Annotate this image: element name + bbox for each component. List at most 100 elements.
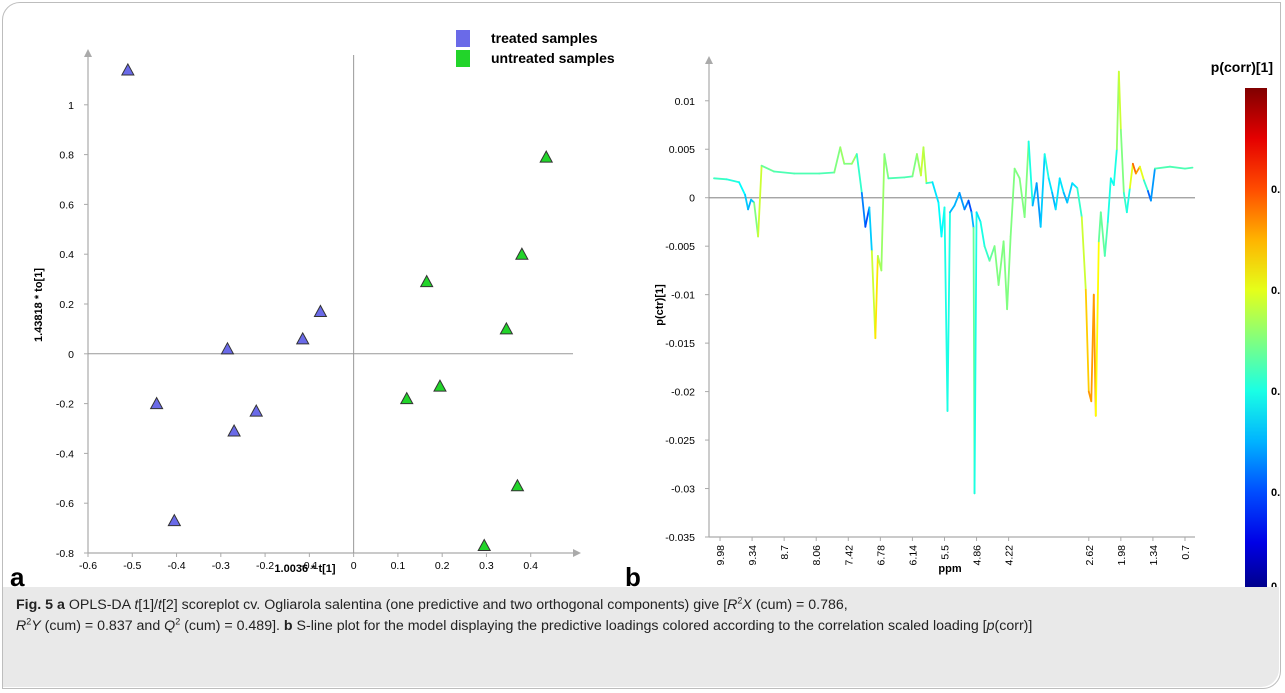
y-tick-label: -0.8 [56, 548, 74, 560]
data-point-marker [313, 304, 328, 317]
loading-line-segment [1027, 140, 1034, 207]
loading-line-segment [1142, 179, 1149, 192]
data-point-marker [539, 150, 554, 163]
loading-line-segment [760, 164, 776, 173]
x-tick-label: 8.7 [779, 545, 791, 560]
caption-text: 2 [737, 595, 743, 606]
loading-line-segment [1076, 187, 1083, 219]
loading-line-segment [1099, 211, 1106, 257]
y-tick-label: -0.02 [671, 387, 695, 399]
loading-line-segment [850, 153, 858, 165]
y-tick-label: 0.2 [59, 299, 74, 311]
loading-line-segment [1006, 235, 1012, 311]
loading-line-segment [993, 245, 1000, 286]
loading-line-segment [937, 201, 943, 238]
colorbar-tick-label: 0.4 [1271, 386, 1280, 398]
x-axis-arrow [573, 549, 581, 557]
x-tick-label: 4.86 [972, 545, 984, 566]
loading-line-segment [1106, 177, 1112, 223]
x-tick-label: 4.22 [1004, 545, 1016, 566]
loading-line-segment [874, 254, 879, 340]
loading-line-segment [818, 171, 836, 175]
y-tick-label: -0.015 [665, 338, 695, 350]
loading-line-segment [833, 146, 842, 174]
loading-line-segment [1009, 167, 1016, 238]
caption-a-label: a [57, 597, 65, 613]
loading-line-segment [970, 211, 975, 229]
loading-line-segment [973, 211, 978, 495]
colorbar-tick-label: 0 [1271, 581, 1277, 590]
x-tick-label: 7.42 [843, 545, 855, 566]
legend-swatch [456, 50, 470, 67]
caption-text: X [742, 597, 752, 613]
loading-line-segment [713, 177, 728, 181]
y-tick-label: 0 [68, 349, 74, 361]
y-axis-label: p(ctr)[1] [654, 284, 666, 326]
loading-line-segment [1051, 191, 1057, 211]
y-axis-arrow [705, 56, 713, 64]
x-tick-label: 0.2 [435, 560, 450, 572]
loading-line-segment [1103, 221, 1109, 257]
colorbar-tick-label: 0.2 [1271, 487, 1280, 499]
y-tick-label: 0.8 [59, 150, 74, 162]
x-tick-label: 0.4 [523, 560, 538, 572]
y-tick-label: -0.4 [56, 448, 74, 460]
data-point-marker [515, 247, 529, 260]
loading-line-segment [1062, 191, 1069, 204]
x-tick-label: 2.62 [1084, 545, 1096, 566]
loading-line-segment [1112, 148, 1118, 187]
loading-line-segment [1066, 182, 1074, 204]
caption-text: [2] scoreplot cv. Ogliarola salentina (o… [161, 597, 728, 613]
loading-line-segment [979, 221, 986, 248]
loading-line-segment [1071, 182, 1079, 189]
x-tick-label: -0.3 [212, 560, 230, 572]
loading-line-segment [870, 250, 877, 340]
loading-line-segment [903, 175, 914, 179]
loading-line-segment [1125, 187, 1131, 214]
data-point-marker [477, 538, 492, 552]
loading-line-segment [1150, 167, 1156, 202]
loading-line-segment [983, 245, 991, 262]
loading-line-segment [1013, 167, 1021, 180]
caption-text: (cum) = 0.837 and [40, 618, 165, 634]
y-tick-label: -0.2 [56, 399, 74, 411]
caption-text: Q [164, 618, 176, 634]
loading-line-segment [1018, 177, 1026, 219]
y-tick-label: -0.025 [665, 435, 695, 447]
x-tick-label: 0.1 [391, 560, 406, 572]
caption-text: R [16, 618, 27, 634]
loading-line-segment [1154, 165, 1171, 170]
loading-line-segment [1134, 165, 1141, 175]
x-tick-label: 0 [351, 560, 357, 572]
x-tick-label: -0.2 [256, 560, 274, 572]
loading-line-segment [883, 153, 890, 180]
loading-line-segment [1035, 182, 1042, 228]
legend-swatch [456, 30, 470, 47]
colorbar [1245, 88, 1267, 590]
loading-line-segment [887, 176, 906, 180]
colorbar-tick-label: 0.8 [1271, 184, 1280, 196]
figure-caption: Fig. 5 a OPLS-DA t[1]/t[2] scoreplot cv.… [16, 595, 1266, 637]
loading-line-segment [725, 178, 740, 184]
loading-line-segment [911, 153, 918, 178]
loading-line-segment [1094, 240, 1100, 417]
y-tick-label: 0.005 [669, 144, 695, 156]
loading-line-segment [1023, 140, 1030, 219]
loading-line-segment [1184, 166, 1194, 170]
data-point-marker [249, 404, 264, 417]
loading-line-segment [958, 191, 966, 211]
loading-line-segment [855, 153, 863, 194]
data-point-marker [499, 321, 514, 335]
loading-line-segment [1119, 128, 1125, 194]
x-tick-label: 1.98 [1116, 545, 1128, 566]
score-plot-panel: -0.6 -0.5 -0.4 -0.3 -0.2 -0.1 0 0.1 0.2 0.3 0.4 1 0.… [10, 30, 615, 590]
caption-background [3, 587, 1279, 687]
x-tick-label: 0.3 [479, 560, 494, 572]
loading-line-segment [925, 181, 934, 185]
loading-line-segment [1058, 177, 1065, 194]
caption-text: Y [31, 618, 41, 634]
loading-line-segment [946, 211, 951, 412]
x-tick-label: 5.5 [939, 545, 951, 560]
loading-line-segment [953, 191, 961, 207]
loading-line-segment [744, 193, 749, 211]
